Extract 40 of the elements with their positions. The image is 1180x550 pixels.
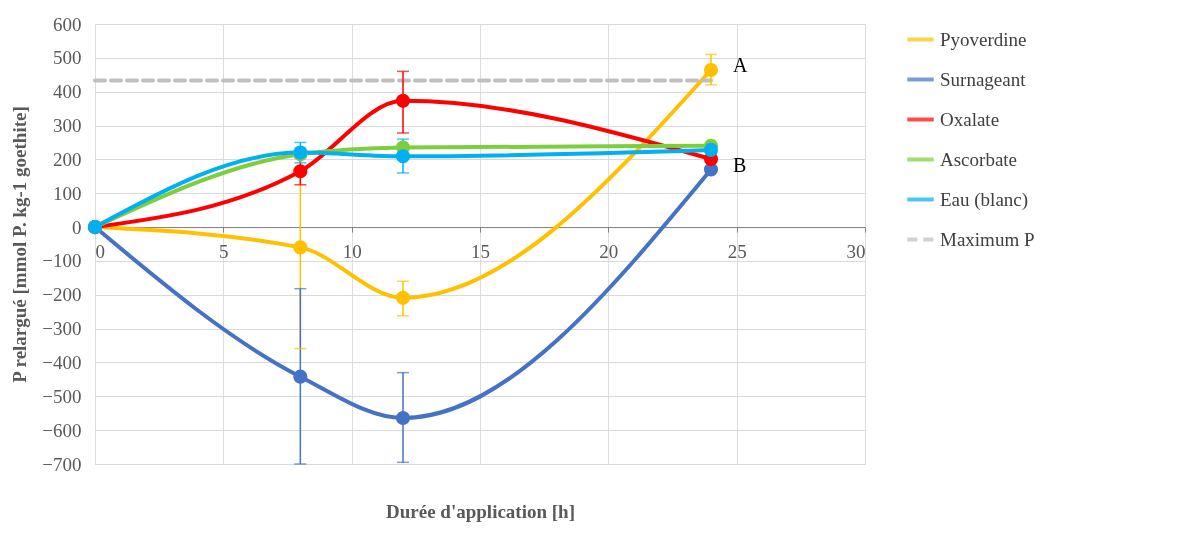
x-tick-label: 15 <box>471 240 490 262</box>
y-axis-title: P relargué [mmol P. kg-1 goethite] <box>9 106 31 383</box>
y-tick-label: −100 <box>42 250 82 272</box>
point <box>395 290 411 305</box>
y-tick-label: 400 <box>53 81 82 103</box>
annotation: B <box>733 153 747 176</box>
y-tick-label: 500 <box>53 47 82 69</box>
point <box>395 410 411 426</box>
y-tick-label: −300 <box>42 318 82 340</box>
y-tick-label: −700 <box>42 453 82 475</box>
y-tick-label: −400 <box>42 351 82 373</box>
x-tick-label: 0 <box>95 240 105 262</box>
legend-label: Surnageant <box>940 68 1027 90</box>
x-axis-title: Durée d'application [h] <box>386 500 575 522</box>
y-tick-label: −200 <box>42 284 82 306</box>
x-tick-label: 30 <box>846 240 866 262</box>
legend-label: Oxalate <box>940 108 1000 130</box>
legend-label: Pyoverdine <box>940 28 1027 50</box>
point <box>703 62 719 78</box>
legend-label: Eau (blanc) <box>940 188 1029 211</box>
point <box>293 164 308 179</box>
x-tick-label: 5 <box>219 240 229 262</box>
y-tick-label: 600 <box>53 13 82 35</box>
point <box>293 240 308 255</box>
point <box>293 369 308 384</box>
x-tick-label: 10 <box>342 240 362 262</box>
point <box>703 142 719 157</box>
x-tick-label: 25 <box>727 240 747 262</box>
y-tick-label: 100 <box>53 182 82 204</box>
y-tick-label: 300 <box>53 115 82 137</box>
point <box>395 149 411 164</box>
y-tick-label: 0 <box>72 216 82 238</box>
legend-label: Ascorbate <box>940 148 1018 170</box>
y-tick-label: −500 <box>42 385 82 407</box>
legend-label: Maximum P <box>940 228 1035 250</box>
y-tick-label: −600 <box>42 419 82 441</box>
annotation: A <box>733 54 748 77</box>
point <box>395 93 411 108</box>
x-tick-label: 20 <box>599 240 619 262</box>
y-tick-label: 200 <box>53 148 82 170</box>
